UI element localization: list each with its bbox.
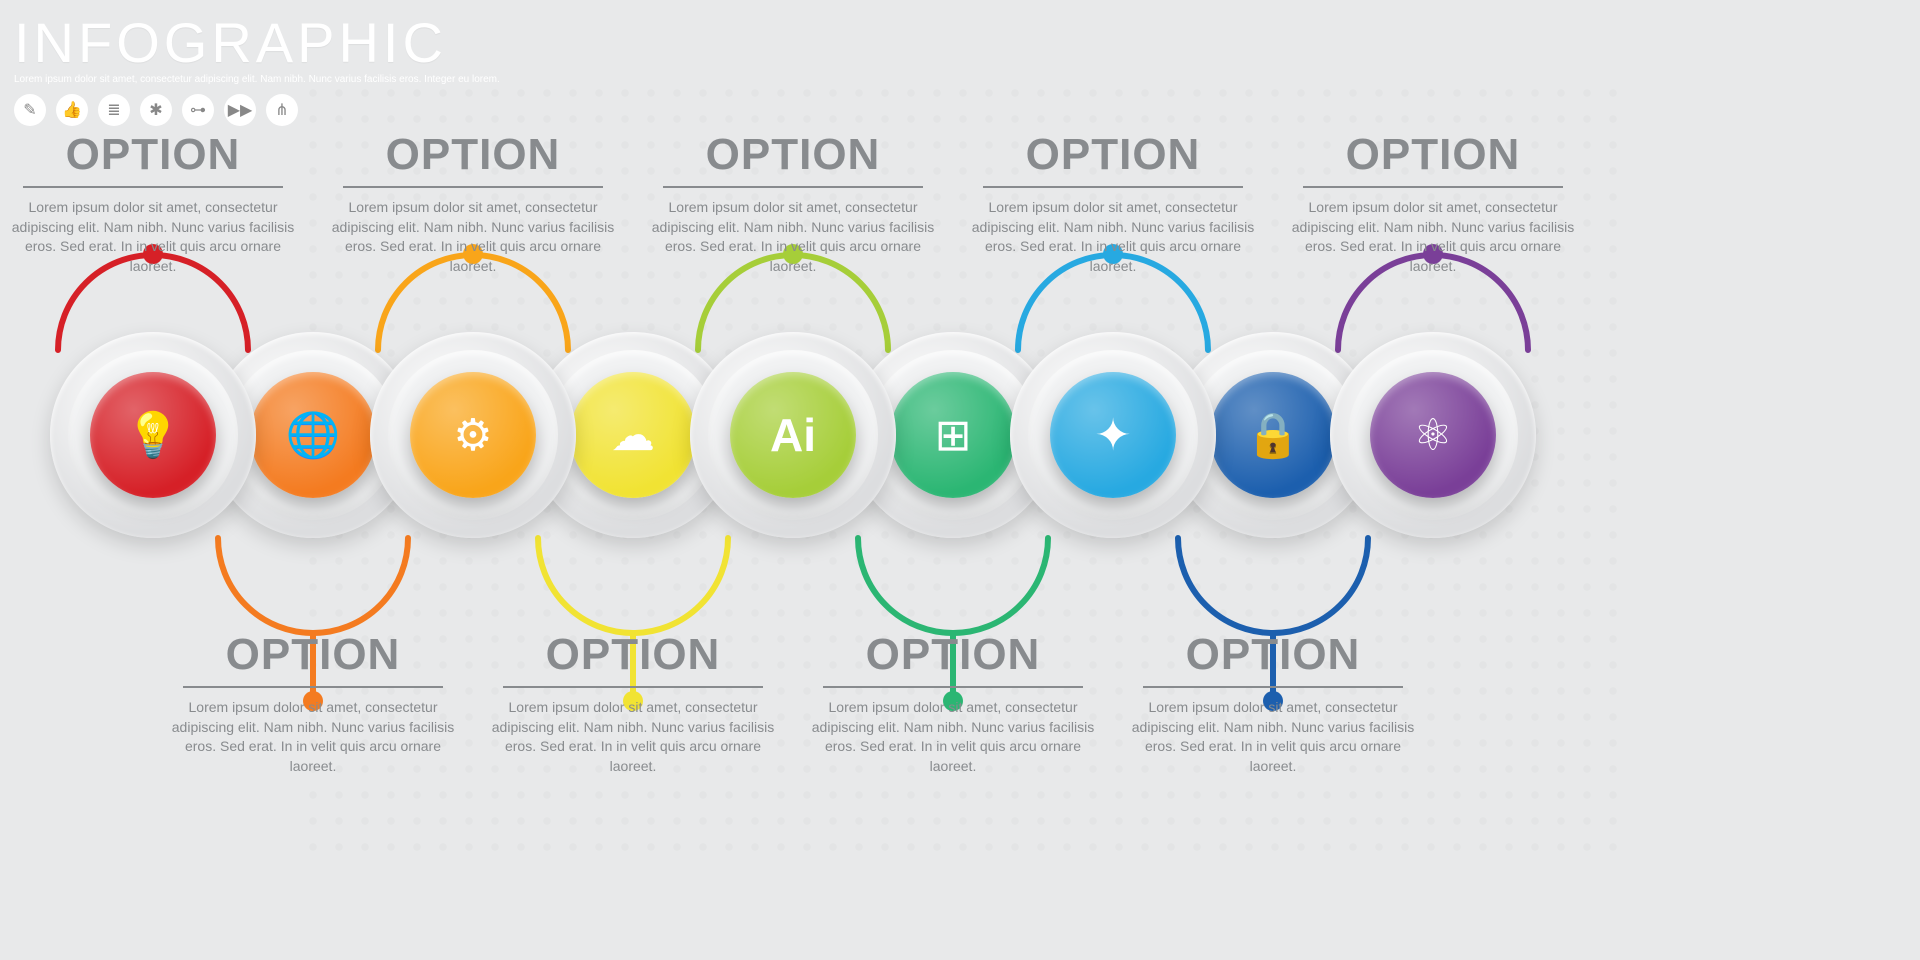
option-block: OPTION Lorem ipsum dolor sit amet, conse… bbox=[1123, 630, 1423, 776]
network-icon: ✱ bbox=[140, 94, 172, 126]
option-body: Lorem ipsum dolor sit amet, consectetur … bbox=[163, 698, 463, 776]
header: INFOGRAPHIC Lorem ipsum dolor sit amet, … bbox=[14, 10, 500, 126]
option-block: OPTION Lorem ipsum dolor sit amet, conse… bbox=[1283, 130, 1583, 276]
timeline-node: ⚛ bbox=[1330, 332, 1536, 538]
option-rule bbox=[23, 186, 283, 188]
option-block: OPTION Lorem ipsum dolor sit amet, conse… bbox=[3, 130, 303, 276]
option-title: OPTION bbox=[1123, 630, 1423, 680]
option-block: OPTION Lorem ipsum dolor sit amet, conse… bbox=[163, 630, 463, 776]
thumbs-up-icon: 👍 bbox=[56, 94, 88, 126]
option-block: OPTION Lorem ipsum dolor sit amet, conse… bbox=[323, 130, 623, 276]
database-icon: ≣ bbox=[98, 94, 130, 126]
option-body: Lorem ipsum dolor sit amet, consectetur … bbox=[1283, 198, 1583, 276]
usb-icon: ⊶ bbox=[182, 94, 214, 126]
option-block: OPTION Lorem ipsum dolor sit amet, conse… bbox=[963, 130, 1263, 276]
option-title: OPTION bbox=[963, 130, 1263, 180]
share-icon: ⋔ bbox=[266, 94, 298, 126]
timeline-node: ⚙ bbox=[370, 332, 576, 538]
option-rule bbox=[1143, 686, 1403, 688]
option-rule bbox=[1303, 186, 1563, 188]
bulb-icon: 💡 bbox=[90, 372, 216, 498]
privacy-icon: 🔒 bbox=[1210, 372, 1336, 498]
timeline-node: 💡 bbox=[50, 332, 256, 538]
option-title: OPTION bbox=[643, 130, 943, 180]
option-body: Lorem ipsum dolor sit amet, consectetur … bbox=[483, 698, 783, 776]
option-rule bbox=[823, 686, 1083, 688]
timeline-node: Ai bbox=[690, 332, 896, 538]
option-rule bbox=[503, 686, 763, 688]
option-title: OPTION bbox=[1283, 130, 1583, 180]
option-rule bbox=[663, 186, 923, 188]
option-body: Lorem ipsum dolor sit amet, consectetur … bbox=[323, 198, 623, 276]
header-icon-row: ✎ 👍 ≣ ✱ ⊶ ▶▶ ⋔ bbox=[14, 94, 500, 126]
option-body: Lorem ipsum dolor sit amet, consectetur … bbox=[3, 198, 303, 276]
gears-icon: ⚙ bbox=[410, 372, 536, 498]
option-body: Lorem ipsum dolor sit amet, consectetur … bbox=[963, 198, 1263, 276]
timeline-node: ✦ bbox=[1010, 332, 1216, 538]
option-block: OPTION Lorem ipsum dolor sit amet, conse… bbox=[803, 630, 1103, 776]
option-body: Lorem ipsum dolor sit amet, consectetur … bbox=[1123, 698, 1423, 776]
option-title: OPTION bbox=[483, 630, 783, 680]
fast-forward-icon: ▶▶ bbox=[224, 94, 256, 126]
timeline: 💡 🌐 ⚙ ☁ Ai ⊞ ✦ 🔒 ⚛ bbox=[50, 350, 1870, 520]
option-rule bbox=[983, 186, 1243, 188]
page-subtitle: Lorem ipsum dolor sit amet, consectetur … bbox=[14, 73, 500, 86]
page-title: INFOGRAPHIC bbox=[14, 10, 500, 75]
option-block: OPTION Lorem ipsum dolor sit amet, conse… bbox=[483, 630, 783, 776]
ai-icon: Ai bbox=[730, 372, 856, 498]
globe-icon: 🌐 bbox=[250, 372, 376, 498]
option-block: OPTION Lorem ipsum dolor sit amet, conse… bbox=[643, 130, 943, 276]
molecules-icon: ✦ bbox=[1050, 372, 1176, 498]
option-title: OPTION bbox=[163, 630, 463, 680]
option-body: Lorem ipsum dolor sit amet, consectetur … bbox=[803, 698, 1103, 776]
puzzle-icon: ⊞ bbox=[890, 372, 1016, 498]
option-title: OPTION bbox=[323, 130, 623, 180]
option-body: Lorem ipsum dolor sit amet, consectetur … bbox=[643, 198, 943, 276]
option-rule bbox=[183, 686, 443, 688]
wrench-icon: ✎ bbox=[14, 94, 46, 126]
option-title: OPTION bbox=[803, 630, 1103, 680]
option-rule bbox=[343, 186, 603, 188]
cloud-network-icon: ☁ bbox=[570, 372, 696, 498]
circuit-icon: ⚛ bbox=[1370, 372, 1496, 498]
option-title: OPTION bbox=[3, 130, 303, 180]
